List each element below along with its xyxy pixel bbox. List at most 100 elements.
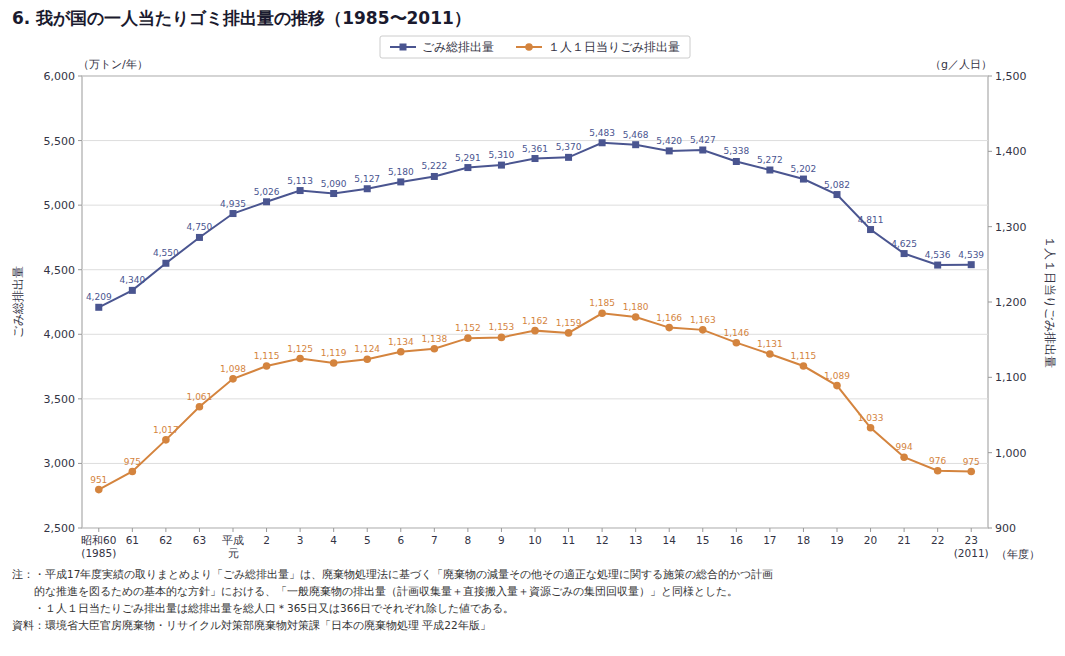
x-tick-label-line: 15 — [696, 534, 709, 546]
x-tick — [98, 528, 99, 532]
legend-marker — [525, 43, 533, 51]
data-point — [297, 187, 304, 194]
data-label: 5,427 — [690, 135, 716, 145]
data-point — [934, 467, 942, 475]
legend-label: ごみ総排出量 — [422, 40, 494, 54]
x-tick-label-line: 9 — [498, 534, 505, 546]
x-tick — [266, 528, 267, 532]
x-tick-label-line: 2 — [263, 534, 270, 546]
data-point — [901, 250, 908, 257]
note: 注：・平成17年度実績の取りまとめより「ごみ総排出量」は、廃棄物処理法に基づく「… — [12, 568, 773, 581]
data-label: 1,119 — [321, 348, 347, 358]
x-tick-label: 平成元 — [222, 534, 244, 559]
data-point — [733, 158, 740, 165]
y2-axis-label: １人１日当りごみ排出量 — [1043, 236, 1057, 368]
data-point — [129, 287, 136, 294]
y2-tick — [988, 452, 992, 453]
x-tick — [769, 528, 770, 532]
data-label: 1,089 — [824, 371, 850, 381]
x-tick — [367, 528, 368, 532]
x-tick-label: 18 — [797, 534, 810, 546]
y-tick-label: 6,000 — [44, 70, 76, 83]
x-tick — [937, 528, 938, 532]
data-point — [498, 162, 505, 169]
grid-line — [82, 205, 988, 206]
data-label: 5,291 — [455, 153, 481, 163]
data-point — [464, 334, 472, 342]
data-label: 4,811 — [858, 215, 884, 225]
x-tick-label: 19 — [830, 534, 843, 546]
data-point — [296, 355, 304, 363]
x-tick-label: 16 — [730, 534, 744, 546]
y2-tick — [988, 226, 992, 227]
x-tick-label-line: 8 — [465, 534, 472, 546]
grid-line — [82, 463, 988, 464]
grid-line — [82, 76, 988, 77]
y2-tick-label: 1,100 — [995, 371, 1027, 384]
data-point — [330, 190, 337, 197]
y2-unit: （g／人日） — [930, 58, 992, 71]
data-point — [967, 468, 975, 476]
x-tick-label-line: 10 — [528, 534, 541, 546]
x-tick-label-line: 元 — [228, 547, 239, 559]
x-tick — [434, 528, 435, 532]
data-point — [230, 210, 237, 217]
x-tick — [870, 528, 871, 532]
title: 6. 我が国の一人当たりゴミ排出量の推移（1985〜2011） — [12, 8, 471, 28]
data-layer — [95, 139, 975, 493]
x-tick-label-line: 6 — [397, 534, 404, 546]
x-tick-label: 7 — [431, 534, 438, 546]
data-point — [229, 375, 237, 383]
x-tick-label-line: 63 — [193, 534, 206, 546]
data-point — [565, 329, 573, 337]
data-label: 1,017 — [153, 425, 179, 435]
data-label: 5,090 — [321, 179, 347, 189]
x-tick-label: 15 — [696, 534, 709, 546]
data-label: 994 — [896, 442, 913, 452]
x-tick-label-line: 21 — [897, 534, 910, 546]
y2-tick — [988, 302, 992, 303]
y2-tick-label: 1,000 — [995, 447, 1027, 460]
x-axis-label: （年度） — [996, 548, 1040, 561]
data-label: 5,127 — [354, 174, 380, 184]
data-label: 1,125 — [287, 344, 313, 354]
y2-tick-label: 1,300 — [995, 221, 1027, 234]
x-tick-label-line: (1985) — [81, 547, 116, 559]
x-tick-label-line: 17 — [763, 534, 776, 546]
x-tick-label-line: 昭和60 — [81, 534, 116, 546]
data-point — [129, 468, 137, 476]
x-tick — [702, 528, 703, 532]
y2-tick-label: 900 — [995, 522, 1016, 535]
y-tick-label: 5,500 — [44, 135, 76, 148]
data-label: 4,536 — [925, 250, 951, 260]
data-point — [196, 403, 204, 411]
data-label: 5,483 — [589, 128, 615, 138]
data-point — [599, 139, 606, 146]
x-tick — [233, 528, 234, 532]
y-tick — [78, 76, 82, 77]
data-point — [431, 173, 438, 180]
x-tick-label: 9 — [498, 534, 505, 546]
x-tick — [501, 528, 502, 532]
grid — [82, 76, 988, 528]
x-tick-label: 22 — [931, 534, 944, 546]
data-point — [699, 146, 706, 153]
x-tick-label-line: 20 — [864, 534, 877, 546]
x-tick-label: 11 — [562, 534, 575, 546]
plot-frame — [82, 76, 988, 528]
grid-line — [82, 398, 988, 399]
data-label: 5,082 — [824, 180, 850, 190]
x-tick-label-line: 5 — [364, 534, 371, 546]
data-point — [498, 334, 506, 342]
x-tick — [165, 528, 166, 532]
data-label: 1,098 — [220, 364, 246, 374]
y-tick — [78, 463, 82, 464]
data-point — [330, 359, 338, 367]
data-point — [666, 147, 673, 154]
data-label: 1,159 — [556, 318, 582, 328]
y-axis-label: ごみ総排出量 — [11, 266, 25, 338]
legend-label: １人１日当りごみ排出量 — [548, 40, 680, 54]
chart: 6. 我が国の一人当たりゴミ排出量の推移（1985〜2011）2,5003,00… — [0, 0, 1065, 656]
series-line — [99, 143, 971, 308]
data-labels: 4,2094,3404,5504,7504,9355,0265,1135,090… — [86, 128, 984, 485]
